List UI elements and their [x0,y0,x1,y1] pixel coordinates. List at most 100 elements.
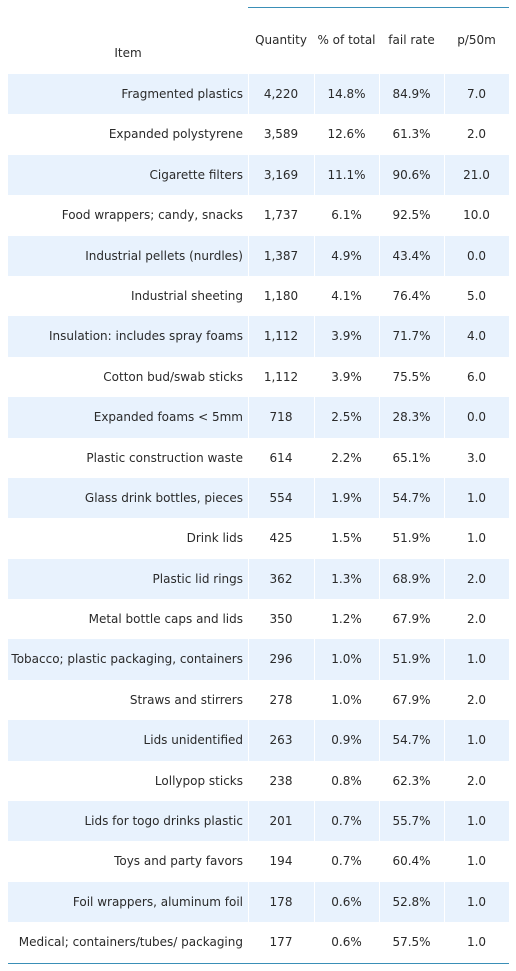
column-separator [379,841,380,882]
cell-item: Lollypop sticks [154,773,243,788]
cell-item: Insulation: includes spray foams [48,329,243,344]
table-row: Industrial pellets (nurdles) 1,387 4.9% 43.… [8,235,509,276]
cell-percent-of-total: 1.3% [331,571,362,586]
column-separator [314,477,315,519]
column-separator [314,720,315,761]
column-header-fail-rate: fail rate [388,33,435,47]
cell-percent-of-total: 1.9% [331,490,362,505]
table-row: Expanded polystyrene 3,589 12.6% 61.3% 2.0 [8,114,509,155]
cell-percent-of-total: 6.1% [331,208,362,223]
column-separator [314,639,315,680]
cell-item: Lids unidentified [143,733,243,748]
cell-p-per-50m: 2.0 [466,571,487,586]
cell-item: Drink lids [186,531,243,546]
table-row: Fragmented plastics 4,220 14.8% 84.9% 7.0 [8,74,509,115]
cell-quantity: 425 [269,531,293,546]
cell-p-per-50m: 6.0 [466,369,487,384]
cell-p-per-50m: 2.0 [466,127,487,142]
cell-percent-of-total: 14.8% [327,87,366,101]
table-row: Glass drink bottles, pieces 554 1.9% 54.7% 1… [8,477,509,519]
column-separator [444,599,445,640]
column-separator [248,639,249,680]
cell-item: Industrial pellets (nurdles) [85,248,243,263]
cell-percent-of-total: 0.6% [331,935,362,950]
table-row: Expanded foams < 5mm 718 2.5% 28.3% 0.0 [8,397,509,438]
cell-fail-rate: 54.7% [392,490,431,505]
cell-fail-rate: 51.9% [392,652,431,667]
column-separator [444,841,445,882]
cell-item: Toys and party favors [114,854,243,869]
table-row: Straws and stirrers 278 1.0% 67.9% 2.0 [8,679,509,721]
cell-item: Industrial sheeting [131,288,243,303]
column-separator [379,74,380,115]
cell-item: Plastic lid rings [152,571,243,586]
column-separator [248,881,249,923]
cell-percent-of-total: 0.8% [331,773,362,788]
cell-quantity: 350 [269,612,293,627]
column-separator [248,397,249,438]
column-separator [379,114,380,155]
cell-fail-rate: 51.9% [392,531,431,546]
column-separator [248,114,249,155]
column-separator [444,316,445,357]
column-separator [444,801,445,842]
cell-item: Expanded polystyrene [108,127,243,142]
cell-percent-of-total: 0.7% [331,854,362,869]
table-row: Lids for togo drinks plastic 201 0.7% 55.7%… [8,801,509,842]
cell-percent-of-total: 1.2% [331,612,362,627]
cell-fail-rate: 92.5% [392,208,431,223]
cell-percent-of-total: 12.6% [327,127,366,142]
cell-percent-of-total: 1.5% [331,531,362,546]
column-header-p-per-50m: p/50m [457,33,496,47]
table-header-row: Item Quantity % of total fail rate p/50m [8,7,509,74]
column-separator [248,801,249,842]
cell-quantity: 177 [269,935,293,950]
cell-quantity: 178 [269,894,293,909]
table-row: Lollypop sticks 238 0.8% 62.3% 2.0 [8,760,509,802]
column-separator [248,760,249,802]
table-body: Fragmented plastics 4,220 14.8% 84.9% 7.0 Exp… [8,74,509,963]
column-separator [248,275,249,317]
column-separator [379,558,380,600]
cell-p-per-50m: 1.0 [466,531,487,546]
cell-percent-of-total: 11.1% [327,167,366,182]
cell-p-per-50m: 1.0 [466,935,487,950]
column-separator [248,437,249,478]
column-separator [314,599,315,640]
column-separator [248,679,249,721]
column-separator [379,477,380,519]
cell-item: Cigarette filters [149,167,243,182]
cell-item: Plastic construction waste [86,450,243,465]
cell-fail-rate: 75.5% [392,369,431,384]
cell-quantity: 3,589 [263,127,299,142]
table-row: Plastic construction waste 614 2.2% 65.1% 3.… [8,437,509,478]
column-separator [444,477,445,519]
cell-fail-rate: 71.7% [392,329,431,344]
cell-fail-rate: 68.9% [392,571,431,586]
column-separator [379,195,380,236]
column-separator [248,518,249,559]
cell-item: Fragmented plastics [121,87,243,101]
cell-percent-of-total: 1.0% [331,692,362,707]
column-separator [444,74,445,115]
table-row: Plastic lid rings 362 1.3% 68.9% 2.0 [8,558,509,600]
table-row: Cotton bud/swab sticks 1,112 3.9% 75.5% 6.0 [8,356,509,398]
column-separator [248,922,249,963]
column-separator [314,760,315,802]
column-separator [314,316,315,357]
column-separator [444,639,445,680]
column-separator [314,437,315,478]
cell-item: Glass drink bottles, pieces [84,490,243,505]
cell-quantity: 614 [269,450,293,465]
table-row: Cigarette filters 3,169 11.1% 90.6% 21.0 [8,154,509,196]
column-separator [314,801,315,842]
table-row: Foil wrappers, aluminum foil 178 0.6% 52.8%… [8,881,509,923]
cell-quantity: 1,737 [263,208,299,223]
column-separator [248,558,249,600]
table-row: Insulation: includes spray foams 1,112 3.9… [8,316,509,357]
column-separator [314,195,315,236]
cell-fail-rate: 57.5% [392,935,431,950]
cell-quantity: 194 [269,854,293,869]
column-separator [379,518,380,559]
column-separator [314,114,315,155]
